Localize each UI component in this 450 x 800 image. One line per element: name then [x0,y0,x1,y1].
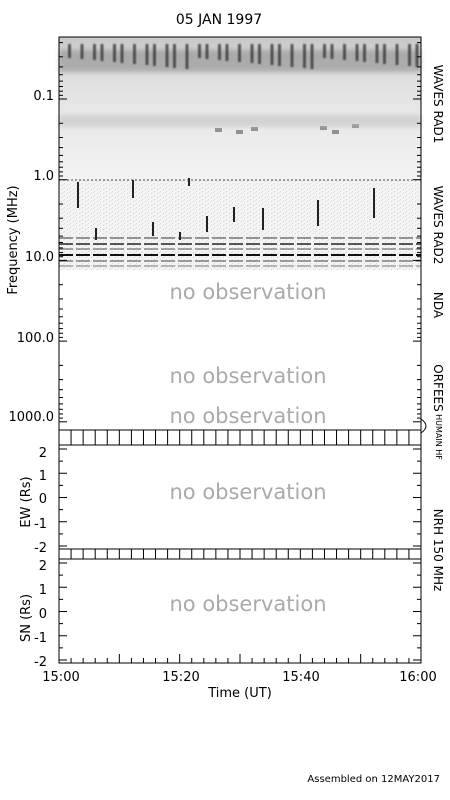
no-observation-ew: no observation [169,480,326,504]
sn-tick-label: 0 [39,607,47,622]
time-axis-ticks [58,654,422,663]
rad1-burst [250,44,254,63]
sn-tick-label: -2 [34,655,47,670]
rad1-burst [278,44,281,66]
rad1-mid-band [59,115,421,127]
no-observation-nda: no observation [169,280,326,304]
ew-tick-label: -2 [34,541,47,556]
sn-axis-label: SN (Rs) [19,594,34,642]
rad1-smudge [332,130,339,134]
ew-tick-label: 0 [39,492,47,507]
rad1-burst [330,44,334,59]
rad1-burst [185,44,189,69]
rad1-burst [375,44,379,63]
spectrogram-image [59,37,421,270]
rad1-burst [395,44,399,65]
freq-tick-label: 10.0 [25,250,54,265]
band-label-orfees: ORFEES [431,364,445,411]
assembled-date: Assembled on 12MAY2017 [307,774,440,785]
frequency-axis-ticks [59,42,421,423]
band-label-humain-hf: HUMAIN HF [434,414,443,460]
rad1-burst [173,44,176,68]
freq-tick-label: 1000.0 [9,410,55,425]
ew-tick-label: -1 [34,517,47,532]
rad1-burst [258,44,261,64]
rad1-burst [198,44,201,58]
band-label-nda: NDA [431,292,445,319]
rad1-burst [225,44,229,61]
rad2-interference-lines [59,179,421,267]
band-label-waves-rad1: WAVES RAD1 [431,65,445,144]
rad1-burst [310,44,314,69]
freq-tick-label: 0.1 [33,89,54,104]
time-tick-label: 15:40 [282,670,319,685]
rad1-burst [303,44,306,68]
rad1-burst [408,44,411,66]
ew-tick-label: 2 [39,446,47,461]
sn-tick-label: -1 [34,631,47,646]
ew-axis-ticks [59,448,421,547]
no-observation-orfees: no observation [169,364,326,388]
rad1-burst [113,44,116,62]
rad1-burst [363,44,366,62]
rad1-burst [68,44,71,58]
rad1-burst [355,44,359,61]
rad1-burst [270,44,274,65]
sn-tick-label: 2 [39,559,47,574]
ew-tick-label: 1 [39,469,47,484]
time-axis-label: Time (UT) [207,686,272,701]
rad1-burst [153,44,156,66]
rad1-bursts [68,44,419,134]
sn-axis-ticks [59,562,421,661]
time-tick-strip-top [58,429,422,446]
rad2-background [59,180,421,270]
rad1-burst [290,44,294,67]
ew-axis-label: EW (Rs) [19,476,34,527]
rad1-smudge [236,130,243,134]
rad1-burst [415,44,419,67]
freq-tick-label: 100.0 [17,331,54,346]
rad1-smudge [320,126,327,130]
time-tick-strip-middle [58,548,422,560]
time-tick-label: 15:00 [42,670,79,685]
rad1-burst [323,44,326,58]
nrh-150-label: NRH 150 MHz [431,509,445,592]
rad2-bursts [77,178,375,240]
rad1-burst [218,44,221,60]
bracket-mark [420,418,427,434]
time-tick-label: 16:00 [399,670,436,685]
rad1-burst [100,44,104,61]
rad1-smudge [215,128,222,132]
rad1-burst [205,44,209,59]
rad1-burst [145,44,149,65]
chart-title: 05 JAN 1997 [176,12,262,28]
rad1-burst [238,44,241,62]
rad1-smudge [251,127,258,131]
rad1-burst [165,44,169,67]
rad1-burst [120,44,124,63]
frequency-axis-label: Frequency (MHz) [6,185,21,294]
no-observation-sn: no observation [169,592,326,616]
no-observation-humain: no observation [169,404,326,428]
rad1-burst [133,44,136,64]
rad1-burst [80,44,84,59]
sn-tick-label: 1 [39,583,47,598]
band-label-waves-rad2: WAVES RAD2 [431,186,445,265]
rad1-burst [383,44,386,64]
rad1-burst [343,44,346,60]
freq-tick-label: 1.0 [33,169,54,184]
time-tick-label: 15:20 [162,670,199,685]
rad1-burst [93,44,96,60]
